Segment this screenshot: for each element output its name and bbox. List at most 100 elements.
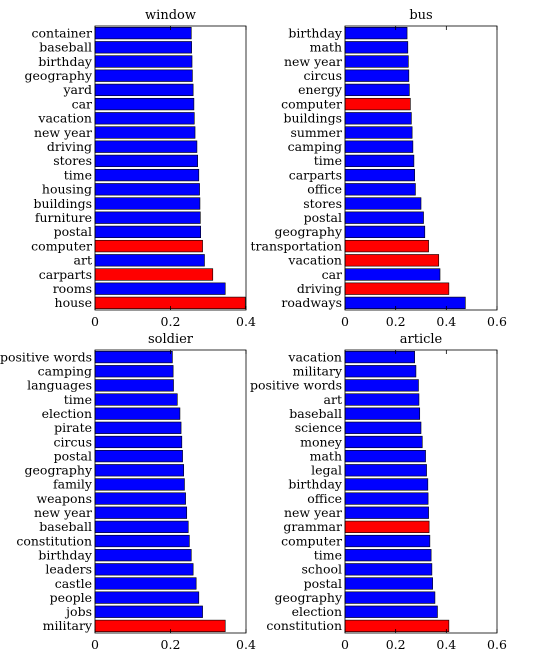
category-label: geography	[275, 590, 343, 605]
axes-frame	[94, 25, 247, 311]
bar-military	[344, 365, 417, 378]
bar-postal	[94, 225, 201, 239]
x-tick-label: 0.4	[436, 637, 456, 651]
bar-castle	[94, 577, 197, 590]
bar-election	[344, 605, 438, 618]
bar-summer	[344, 126, 413, 139]
bar-art	[344, 393, 420, 406]
bar-weapons	[94, 492, 186, 505]
category-label: housing	[42, 182, 92, 197]
category-label: time	[64, 392, 92, 407]
bar-people	[94, 591, 200, 604]
category-label: positive words	[0, 349, 92, 364]
category-label: office	[307, 491, 342, 506]
bar-science	[344, 421, 422, 434]
category-label: computer	[281, 96, 342, 111]
category-label: circus	[304, 68, 342, 83]
x-tick-label: 0.4	[436, 314, 456, 329]
axes-frame	[344, 349, 498, 634]
category-label: office	[307, 182, 342, 197]
category-label: pirate	[54, 420, 92, 435]
category-label: car	[322, 267, 342, 282]
bar-circus	[344, 69, 410, 82]
axes-frame	[344, 25, 498, 311]
bar-new-year	[94, 506, 188, 519]
category-label: container	[32, 25, 92, 40]
bar-furniture	[94, 211, 201, 224]
bar-vacation	[344, 254, 440, 267]
x-tick-label: 0.6	[487, 637, 507, 651]
axes-frame	[94, 349, 247, 634]
bar-school	[344, 563, 433, 576]
chart-0: window containerbaseballbirthdaygeography…	[25, 8, 256, 329]
category-label: geography	[25, 463, 93, 478]
category-label: art	[324, 392, 342, 407]
category-label: postal	[304, 576, 342, 591]
x-tick-label: 0.2	[386, 637, 406, 651]
bar-geography	[94, 69, 193, 82]
category-label: driving	[47, 139, 92, 154]
bar-time	[94, 168, 200, 182]
category-label: languages	[27, 378, 92, 393]
bar-math	[344, 450, 426, 463]
category-label: circus	[54, 434, 92, 449]
category-label: people	[50, 590, 92, 605]
bar-constitution	[94, 534, 190, 548]
bar-stores	[94, 154, 198, 168]
chart-title: soldier	[148, 332, 194, 347]
bar-positive-words	[344, 379, 419, 392]
category-label: geography	[25, 68, 93, 83]
category-label: constitution	[16, 533, 92, 548]
bar-car	[94, 97, 195, 111]
category-label: new year	[34, 505, 92, 520]
x-tick-label: 0	[91, 637, 99, 651]
bar-baseball	[94, 41, 192, 54]
category-label: buildings	[33, 196, 92, 211]
bar-housing	[94, 183, 200, 196]
category-label: birthday	[288, 477, 343, 492]
bar-money	[344, 435, 423, 449]
category-label: postal	[54, 224, 92, 239]
category-label: roadways	[281, 295, 342, 310]
category-label: stores	[53, 153, 92, 168]
bar-birthday	[94, 55, 193, 68]
category-label: time	[314, 547, 342, 562]
bar-grammar	[344, 520, 430, 533]
bar-new-year	[344, 506, 429, 519]
bar-geography	[344, 225, 426, 239]
bar-stores	[344, 197, 422, 210]
category-label: birthday	[38, 547, 93, 562]
bar-vacation	[344, 350, 415, 364]
category-label: school	[301, 562, 342, 577]
category-label: postal	[54, 448, 92, 463]
category-label: stores	[303, 196, 342, 211]
bar-geography	[344, 591, 436, 604]
bar-camping	[344, 140, 414, 153]
category-label: baseball	[289, 406, 342, 421]
bar-positive-words	[94, 350, 173, 364]
bar-computer	[94, 239, 203, 253]
category-label: science	[295, 420, 342, 435]
bar-computer	[344, 534, 431, 548]
chart-title: window	[145, 8, 196, 23]
bar-time	[344, 154, 415, 168]
bar-driving	[344, 282, 450, 295]
bar-container	[94, 26, 192, 40]
x-tick-label: 0	[341, 637, 349, 651]
bar-roadways	[344, 296, 466, 310]
category-label: buildings	[283, 111, 342, 126]
category-label: vacation	[287, 253, 342, 268]
category-label: legal	[311, 463, 342, 478]
category-label: birthday	[38, 54, 93, 69]
category-label: new year	[284, 54, 342, 69]
category-label: military	[43, 618, 93, 633]
bar-buildings	[94, 197, 201, 210]
category-label: computer	[31, 238, 92, 253]
bar-math	[344, 41, 409, 54]
bar-office	[344, 183, 416, 196]
category-label: positive words	[250, 378, 342, 393]
category-label: postal	[304, 210, 342, 225]
bar-circus	[94, 435, 183, 449]
bar-family	[94, 478, 185, 491]
